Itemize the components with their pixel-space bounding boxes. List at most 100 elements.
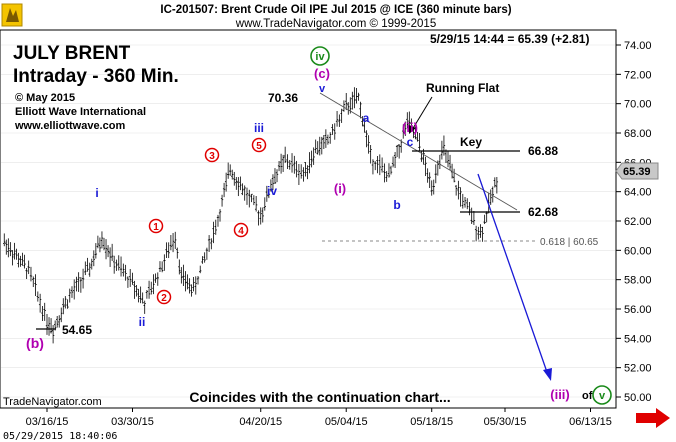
price-bar — [479, 224, 482, 238]
price-bar — [491, 186, 494, 203]
price-bar — [55, 315, 59, 328]
y-tick-label: 54.00 — [624, 333, 652, 345]
price-bar — [459, 187, 462, 207]
price-bar — [188, 278, 191, 294]
price-bar — [432, 179, 435, 195]
price-bar — [66, 299, 69, 309]
wave-b-paren: (b) — [26, 335, 44, 351]
price-bar — [98, 237, 102, 253]
price-bar — [7, 238, 10, 258]
price-bar — [397, 144, 401, 159]
price-bar — [481, 226, 484, 242]
price-bar — [474, 225, 478, 242]
price-bar — [259, 207, 262, 225]
price-bar — [454, 185, 458, 196]
price-bar — [156, 272, 159, 286]
quote-readout: 5/29/15 14:44 = 65.39 (+2.81) — [430, 32, 589, 46]
price-bar — [402, 124, 405, 139]
price-bar — [485, 211, 488, 223]
price-bar — [184, 271, 187, 292]
key-label: Key — [460, 135, 482, 149]
price-bar — [9, 242, 12, 257]
price-bar — [176, 247, 179, 259]
price-bar — [104, 239, 108, 260]
price-bar — [304, 162, 307, 177]
y-tick-label: 62.00 — [624, 216, 652, 228]
price-bar — [395, 144, 399, 158]
price-bar — [404, 121, 407, 136]
price-bar — [90, 258, 93, 270]
price-bar — [477, 226, 480, 240]
price-bar — [365, 130, 368, 148]
price-bar — [119, 256, 123, 277]
price-bar — [81, 268, 85, 289]
price-bar — [414, 126, 417, 140]
price-bar — [357, 92, 360, 101]
price-bar — [483, 214, 486, 225]
fib-label: 0.618 | 60.65 — [540, 237, 599, 248]
price-bar — [174, 231, 177, 249]
price-bar — [199, 265, 202, 274]
price-bar — [122, 263, 125, 277]
price-bar — [359, 101, 362, 119]
price-bar — [440, 140, 444, 160]
wave-iv-circle: iv — [315, 51, 325, 63]
price-bar — [117, 255, 120, 271]
price-bar — [100, 231, 104, 249]
price-bar — [205, 247, 209, 260]
price-bar — [154, 273, 157, 283]
price-bar — [45, 313, 49, 335]
price-bar — [378, 154, 382, 176]
running-flat-label: Running Flat — [426, 81, 499, 95]
price-bar — [286, 154, 289, 170]
y-tick-label: 58.00 — [624, 275, 652, 287]
x-tick-label: 04/20/15 — [239, 416, 282, 428]
price-bar — [233, 171, 236, 186]
grid — [1, 44, 615, 398]
price-bar — [312, 147, 315, 165]
price-bar — [389, 165, 393, 175]
price-bar — [126, 276, 130, 288]
wave-i-paren: (i) — [334, 181, 346, 196]
price-bar — [310, 150, 313, 168]
price-bar — [293, 155, 296, 174]
price-bar — [41, 306, 44, 321]
wave-ii-blue: ii — [139, 315, 146, 329]
price-bar — [406, 112, 409, 129]
price-bar — [374, 161, 377, 171]
wave-circle-5: 5 — [256, 141, 262, 152]
footer-source: TradeNavigator.com — [3, 396, 102, 408]
price-bar — [273, 168, 277, 184]
price-bar — [383, 163, 386, 183]
price-bar — [367, 135, 370, 154]
price-bar — [345, 93, 348, 111]
wave-v-top: v — [319, 83, 326, 95]
x-axis: 03/16/15 03/30/15 04/20/15 05/04/15 05/18/15… — [26, 408, 612, 428]
price-bar — [229, 164, 232, 176]
price-bar — [331, 124, 334, 135]
last-price-tag: 65.39 — [615, 162, 659, 180]
y-tick-label: 50.00 — [624, 392, 652, 404]
running-flat-arrow — [411, 96, 433, 131]
wave-c-small: c — [407, 135, 414, 149]
price-bar — [192, 277, 195, 292]
level-label-upper: 66.88 — [528, 144, 558, 158]
price-bar — [418, 133, 421, 151]
low-label: 54.65 — [62, 323, 92, 337]
price-bar — [13, 242, 16, 260]
trade-navigator-logo-icon — [1, 3, 23, 27]
price-bar — [308, 152, 311, 174]
price-bar — [73, 279, 76, 300]
price-bar — [135, 284, 138, 297]
price-bar — [263, 197, 267, 211]
price-bar — [29, 266, 33, 282]
price-bar — [207, 235, 211, 252]
price-bar — [461, 193, 465, 209]
y-axis: 74.0072.0070.0068.0066.0064.0062.0060.00… — [616, 40, 652, 404]
x-tick-label: 05/04/15 — [325, 416, 368, 428]
price-bar — [143, 300, 146, 314]
price-bar — [3, 233, 6, 247]
price-bar — [194, 276, 197, 295]
scroll-right-arrow-icon[interactable] — [636, 408, 670, 428]
price-bar — [237, 177, 240, 197]
